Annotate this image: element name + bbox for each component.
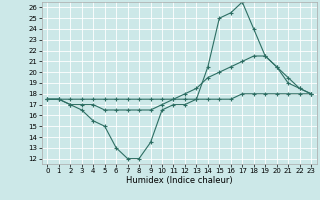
- X-axis label: Humidex (Indice chaleur): Humidex (Indice chaleur): [126, 176, 233, 185]
